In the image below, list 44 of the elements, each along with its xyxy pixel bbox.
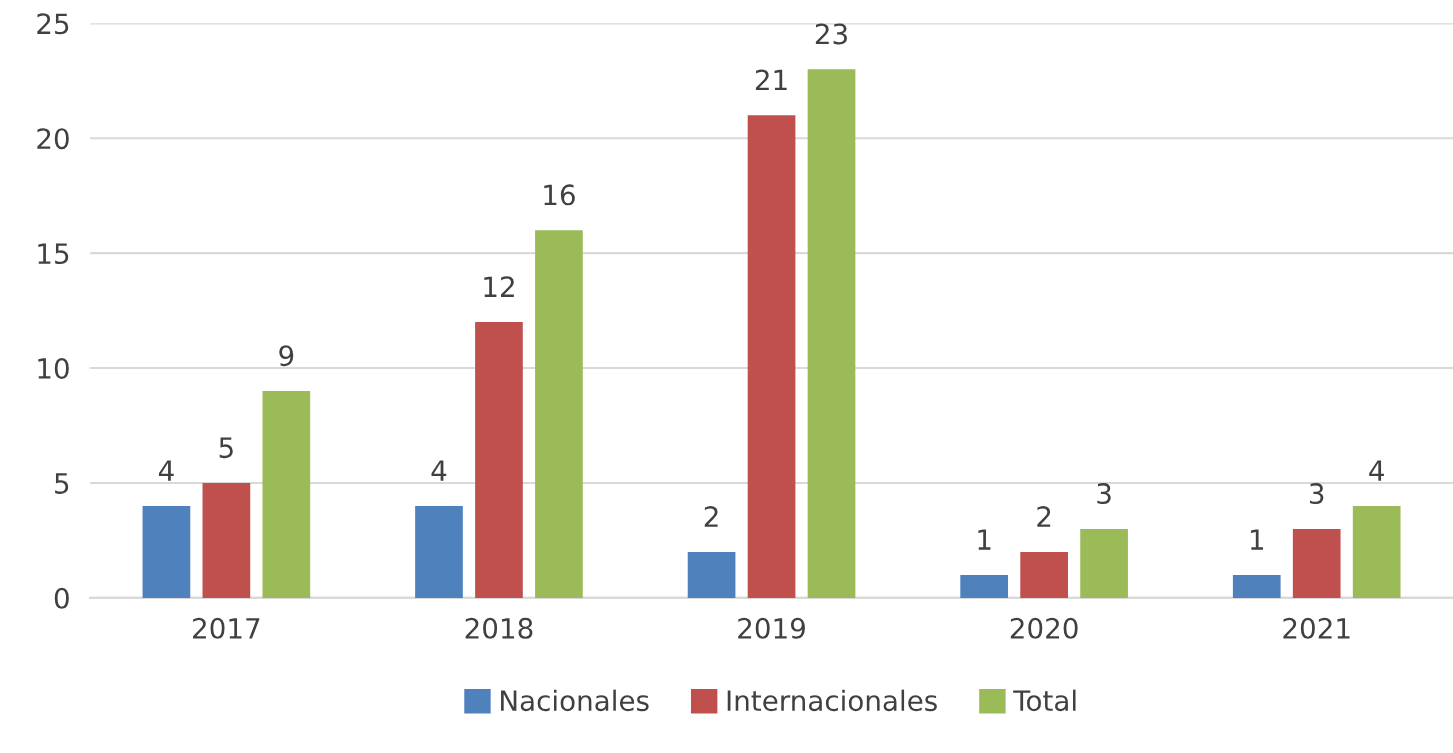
x-tick-label: 2021 bbox=[1283, 617, 1350, 639]
bar bbox=[1232, 574, 1281, 598]
y-tick-label: 25 bbox=[37, 13, 69, 35]
bar bbox=[1020, 551, 1068, 598]
data-label: 4 bbox=[1369, 460, 1384, 481]
bar bbox=[807, 69, 856, 598]
bar bbox=[1080, 528, 1128, 598]
bar bbox=[535, 230, 583, 598]
x-tick-label: 2018 bbox=[465, 617, 533, 639]
data-label: 4 bbox=[158, 460, 174, 481]
bar bbox=[687, 551, 736, 598]
y-tick-label: 0 bbox=[54, 587, 69, 609]
legend-label: Internacionales bbox=[727, 689, 937, 712]
data-label: 2 bbox=[704, 506, 718, 527]
data-label: 9 bbox=[279, 345, 294, 367]
data-label: 1 bbox=[978, 529, 991, 550]
data-label: 12 bbox=[484, 276, 514, 297]
data-label: 23 bbox=[815, 23, 847, 45]
data-label: 21 bbox=[755, 69, 787, 91]
bar bbox=[415, 505, 463, 598]
x-tick-label: 2019 bbox=[738, 617, 805, 639]
y-tick-label: 10 bbox=[38, 358, 69, 380]
x-tick-label: 2017 bbox=[193, 617, 260, 639]
bar bbox=[960, 574, 1009, 598]
bar bbox=[747, 115, 796, 598]
data-label: 1 bbox=[1250, 529, 1264, 550]
bar bbox=[1352, 505, 1401, 598]
data-label: 3 bbox=[1097, 483, 1111, 505]
y-tick-label: 5 bbox=[55, 473, 69, 494]
data-label: 4 bbox=[431, 460, 447, 481]
y-tick-label: 20 bbox=[37, 128, 69, 150]
data-label: 3 bbox=[1309, 483, 1324, 505]
bar bbox=[1292, 528, 1341, 598]
bar bbox=[475, 322, 523, 598]
x-tick-label: 2020 bbox=[1010, 617, 1078, 639]
legend-label: Total bbox=[1013, 689, 1076, 712]
data-label: 5 bbox=[219, 437, 233, 459]
bar bbox=[262, 391, 311, 598]
bar bbox=[202, 482, 251, 598]
legend-label: Nacionales bbox=[501, 689, 649, 712]
bar bbox=[142, 505, 191, 598]
data-label: 2 bbox=[1037, 506, 1051, 527]
y-tick-label: 15 bbox=[38, 243, 69, 265]
data-label: 16 bbox=[544, 184, 575, 206]
